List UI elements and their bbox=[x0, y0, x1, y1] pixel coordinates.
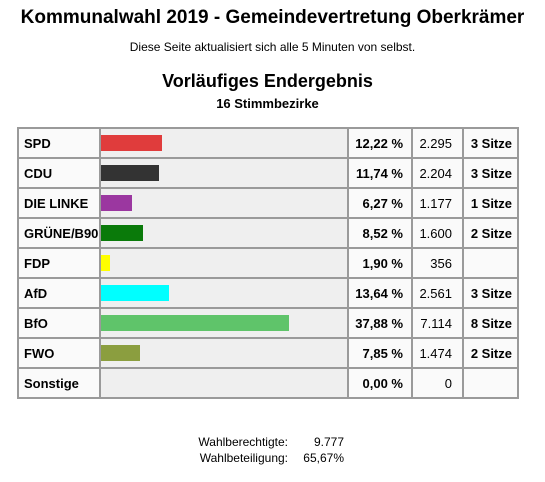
percent-label: 11,74 % bbox=[348, 158, 412, 188]
votes-count: 1.177 bbox=[412, 188, 463, 218]
percent-label: 7,85 % bbox=[348, 338, 412, 368]
party-row: GRÜNE/B90 8,52 % 1.600 2 Sitze bbox=[18, 218, 518, 248]
party-name: FDP bbox=[18, 248, 100, 278]
percent-label: 1,90 % bbox=[348, 248, 412, 278]
party-row: FDP 1,90 % 356 bbox=[18, 248, 518, 278]
party-bar bbox=[101, 165, 160, 181]
result-heading: Vorläufiges Endergebnis bbox=[162, 71, 373, 91]
party-name: SPD bbox=[18, 128, 100, 158]
votes-count: 1.474 bbox=[412, 338, 463, 368]
eligible-value: 9.777 bbox=[313, 435, 344, 449]
percent-label: 37,88 % bbox=[348, 308, 412, 338]
seats-count: 8 Sitze bbox=[463, 308, 518, 338]
party-name: AfD bbox=[18, 278, 100, 308]
seats-count bbox=[463, 248, 518, 278]
percent-label: 0,00 % bbox=[348, 368, 412, 398]
votes-count: 2.295 bbox=[412, 128, 463, 158]
party-bar bbox=[101, 345, 140, 361]
party-bar bbox=[101, 315, 289, 331]
districts-count: 16 Stimmbezirke bbox=[216, 96, 319, 111]
party-bar bbox=[101, 135, 162, 151]
party-bar bbox=[101, 225, 144, 241]
turnout-value: 65,67% bbox=[303, 451, 344, 465]
votes-count: 7.114 bbox=[412, 308, 463, 338]
seats-count: 2 Sitze bbox=[463, 218, 518, 248]
percent-label: 6,27 % bbox=[348, 188, 412, 218]
percent-label: 12,22 % bbox=[348, 128, 412, 158]
party-name: BfO bbox=[18, 308, 100, 338]
seats-count: 2 Sitze bbox=[463, 338, 518, 368]
bar-cell bbox=[100, 278, 348, 308]
party-row: FWO 7,85 % 1.474 2 Sitze bbox=[18, 338, 518, 368]
party-bar bbox=[101, 285, 169, 301]
results-table: SPD 12,22 % 2.295 3 Sitze CDU 11,74 % 2.204 3 S… bbox=[17, 127, 519, 399]
votes-count: 356 bbox=[412, 248, 463, 278]
party-bar bbox=[101, 255, 111, 271]
votes-count: 2.561 bbox=[412, 278, 463, 308]
turnout-label: Wahlbeteiligung: bbox=[199, 451, 288, 465]
votes-count: 0 bbox=[412, 368, 463, 398]
bar-cell bbox=[100, 308, 348, 338]
results-body: SPD 12,22 % 2.295 3 Sitze CDU 11,74 % 2.204 3 S… bbox=[18, 128, 518, 398]
party-bar bbox=[101, 195, 133, 211]
seats-count: 3 Sitze bbox=[463, 158, 518, 188]
party-name: DIE LINKE bbox=[18, 188, 100, 218]
eligible-label: Wahlberechtigte: bbox=[198, 435, 288, 449]
party-row: BfO 37,88 % 7.114 8 Sitze bbox=[18, 308, 518, 338]
seats-count: 3 Sitze bbox=[463, 278, 518, 308]
party-name: Sonstige bbox=[18, 368, 100, 398]
bar-cell bbox=[100, 338, 348, 368]
votes-count: 1.600 bbox=[412, 218, 463, 248]
party-row: CDU 11,74 % 2.204 3 Sitze bbox=[18, 158, 518, 188]
seats-count bbox=[463, 368, 518, 398]
bar-cell bbox=[100, 188, 348, 218]
party-name: GRÜNE/B90 bbox=[18, 218, 100, 248]
seats-count: 1 Sitze bbox=[463, 188, 518, 218]
party-row: Sonstige 0,00 % 0 bbox=[18, 368, 518, 398]
party-row: AfD 13,64 % 2.561 3 Sitze bbox=[18, 278, 518, 308]
party-name: CDU bbox=[18, 158, 100, 188]
bar-cell bbox=[100, 218, 348, 248]
bar-cell bbox=[100, 368, 348, 398]
bar-cell bbox=[100, 248, 348, 278]
seats-count: 3 Sitze bbox=[463, 128, 518, 158]
party-row: DIE LINKE 6,27 % 1.177 1 Sitze bbox=[18, 188, 518, 218]
party-row: SPD 12,22 % 2.295 3 Sitze bbox=[18, 128, 518, 158]
refresh-note: Diese Seite aktualisiert sich alle 5 Min… bbox=[129, 40, 416, 54]
bar-cell bbox=[100, 128, 348, 158]
votes-count: 2.204 bbox=[412, 158, 463, 188]
page-title: Kommunalwahl 2019 - Gemeindevertretung O… bbox=[20, 7, 525, 28]
percent-label: 8,52 % bbox=[348, 218, 412, 248]
percent-label: 13,64 % bbox=[348, 278, 412, 308]
party-name: FWO bbox=[18, 338, 100, 368]
bar-cell bbox=[100, 158, 348, 188]
